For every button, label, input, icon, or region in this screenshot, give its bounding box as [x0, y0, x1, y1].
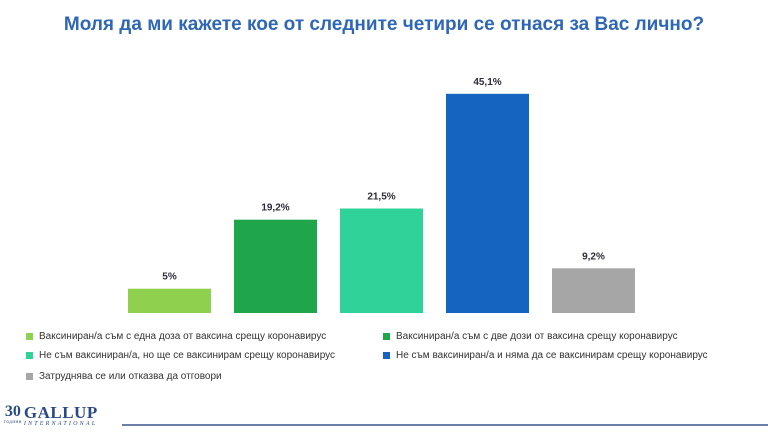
legend-swatch-no-answer — [26, 373, 33, 380]
footer-divider — [122, 424, 768, 426]
logo-years-text: години — [4, 420, 22, 425]
legend-item-will-not-vaccinate: Не съм ваксиниран/а и няма да се ваксини… — [383, 350, 708, 361]
legend-item-will-vaccinate: Не съм ваксиниран/а, но ще се ваксинирам… — [26, 350, 335, 361]
bar-value-label-will-vaccinate: 21,5% — [367, 192, 395, 203]
legend-label-one-dose: Ваксиниран/а съм с една доза от ваксина … — [39, 331, 327, 342]
logo-years: 30 години — [4, 404, 22, 426]
bar-value-label-no-answer: 9,2% — [582, 251, 605, 262]
legend-label-no-answer: Затруднява се или отказва да отговори — [39, 371, 222, 382]
logo-sub: INTERNATIONAL — [23, 421, 98, 427]
bar-no-answer — [552, 268, 635, 313]
legend-item-one-dose: Ваксиниран/а съм с една доза от ваксина … — [26, 331, 326, 342]
logo-name: GALLUP — [23, 403, 98, 422]
bar-chart: 5% 19,2% 21,5% 45,1% 9,2% — [128, 77, 635, 314]
chart-title: Моля да ми кажете кое от следните четири… — [63, 14, 705, 35]
legend-swatch-one-dose — [26, 333, 33, 340]
bar-one-dose — [128, 288, 211, 313]
legend-swatch-two-doses — [383, 333, 390, 340]
logo-brand: GALLUP INTERNATIONAL — [24, 404, 98, 428]
bar-two-doses — [234, 219, 317, 313]
bar-will-not-vaccinate — [446, 93, 529, 314]
legend-label-will-not-vaccinate: Не съм ваксиниран/а и няма да се ваксини… — [396, 350, 708, 361]
legend-swatch-will-vaccinate — [26, 352, 33, 359]
bar-will-vaccinate — [340, 208, 423, 313]
legend-label-two-doses: Ваксиниран/а съм с две дози от ваксина с… — [396, 331, 678, 342]
bar-value-label-will-not-vaccinate: 45,1% — [473, 77, 501, 88]
gallup-logo: 30 години GALLUP INTERNATIONAL — [4, 404, 98, 428]
legend-item-two-doses: Ваксиниран/а съм с две дози от ваксина с… — [383, 331, 678, 342]
legend-item-no-answer: Затруднява се или отказва да отговори — [26, 371, 222, 382]
bar-value-label-two-doses: 19,2% — [261, 203, 289, 214]
logo-years-number: 30 — [4, 403, 21, 420]
legend-label-will-vaccinate: Не съм ваксиниран/а, но ще се ваксинирам… — [39, 350, 336, 361]
bar-value-label-one-dose: 5% — [162, 272, 177, 283]
footer: 30 години GALLUP INTERNATIONAL — [0, 400, 768, 432]
legend-swatch-will-not-vaccinate — [383, 352, 390, 359]
